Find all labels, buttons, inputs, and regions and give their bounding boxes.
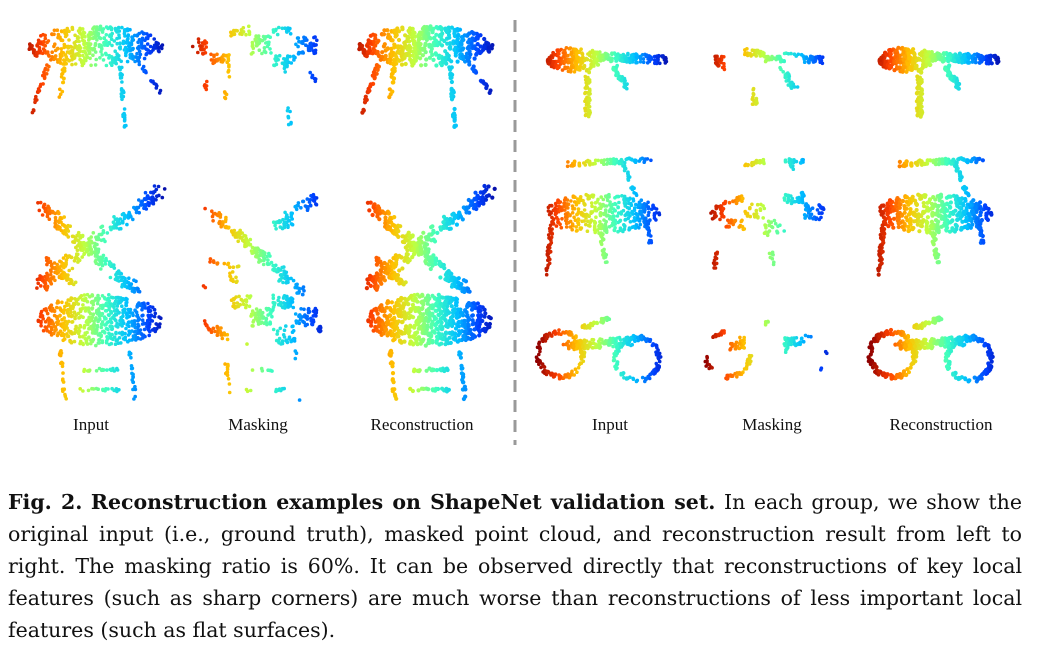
cloud-table-recon [357, 24, 495, 129]
cloud-lamp-mask [202, 293, 323, 402]
cloud-lamp-input [36, 292, 163, 401]
cloud-motorbike-input [534, 315, 663, 384]
cloud-chair-recon [876, 156, 994, 277]
cloud-chair-mask [709, 157, 826, 270]
cloud-table-mask [190, 24, 319, 127]
cloud-airplane-mask [201, 192, 319, 297]
point-cloud-figure [27, 20, 1001, 445]
cloud-gun-mask [713, 47, 825, 106]
cloud-motorbike-recon [866, 315, 995, 384]
cloud-motorbike-mask [703, 319, 829, 381]
left-label-masking: Masking [228, 415, 288, 434]
right-label-masking: Masking [742, 415, 802, 434]
figure: Input Masking Reconstruction Input Maski… [27, 20, 1001, 445]
cloud-gun-input [545, 46, 669, 119]
caption-title: Reconstruction examples on ShapeNet vali… [90, 490, 716, 514]
left-label-input: Input [73, 415, 109, 434]
cloud-table-input [27, 24, 165, 129]
caption-label: Fig. 2. [8, 490, 83, 514]
cloud-chair-input [544, 156, 662, 277]
cloud-lamp-recon [366, 292, 493, 402]
left-label-reconstruction: Reconstruction [370, 415, 474, 434]
cloud-gun-recon [877, 45, 1001, 119]
cloud-airplane-input [35, 184, 167, 294]
right-label-reconstruction: Reconstruction [889, 415, 993, 434]
right-label-input: Input [592, 415, 628, 434]
cloud-airplane-recon [364, 183, 497, 294]
caption-body: In each group, we show the original inpu… [8, 490, 1022, 642]
figure-caption: Fig. 2. Reconstruction examples on Shape… [8, 486, 1022, 646]
